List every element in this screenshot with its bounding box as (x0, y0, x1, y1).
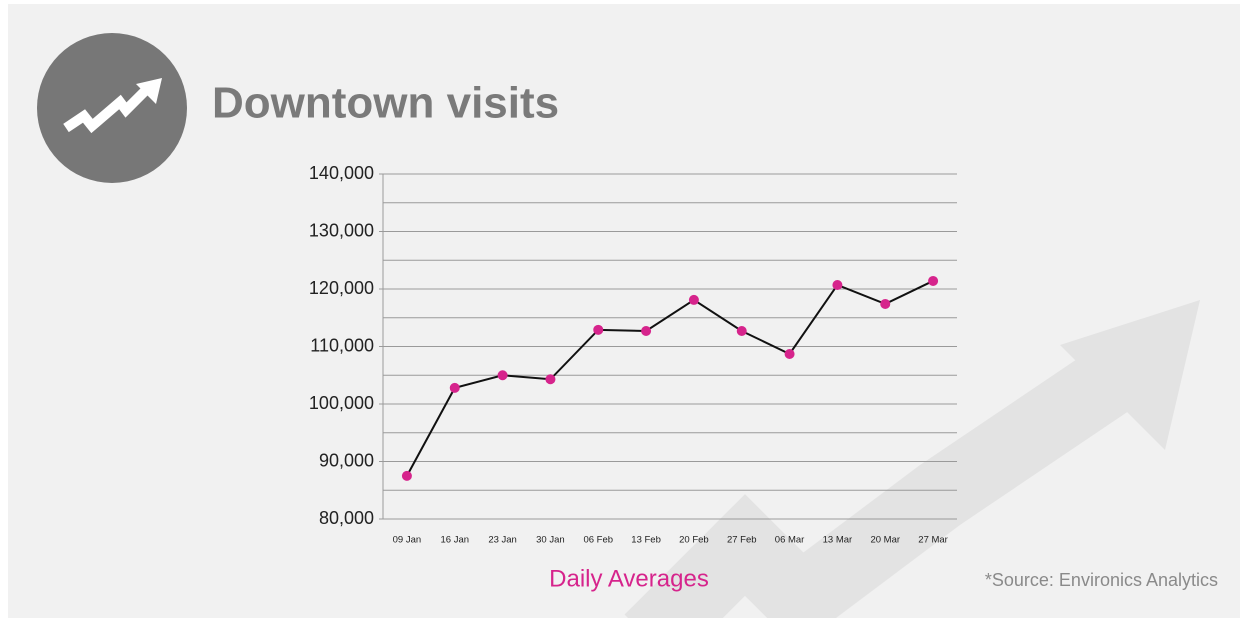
data-point (450, 383, 460, 393)
x-tick-label: 09 Jan (393, 535, 422, 546)
slide: Downtown visits Daily Averages *Source: … (0, 0, 1248, 622)
x-tick-label: 20 Mar (870, 535, 900, 546)
source-note: *Source: Environics Analytics (985, 570, 1218, 590)
x-tick-label: 06 Feb (583, 535, 613, 546)
x-tick-label: 27 Mar (918, 535, 948, 546)
data-point (832, 280, 842, 290)
y-tick-label: 130,000 (309, 220, 374, 240)
x-tick-label: 20 Feb (679, 535, 709, 546)
x-tick-label: 13 Mar (823, 535, 853, 546)
y-tick-label: 140,000 (309, 163, 374, 183)
y-tick-label: 90,000 (319, 450, 374, 470)
x-axis-label: Daily Averages (549, 565, 709, 592)
data-point (593, 325, 603, 335)
data-point (928, 276, 938, 286)
data-point (689, 295, 699, 305)
y-tick-label: 100,000 (309, 393, 374, 413)
x-tick-label: 13 Feb (631, 535, 661, 546)
x-tick-label: 23 Jan (488, 535, 517, 546)
x-tick-label: 27 Feb (727, 535, 757, 546)
x-tick-label: 16 Jan (440, 535, 469, 546)
data-point (498, 370, 508, 380)
x-tick-label: 06 Mar (775, 535, 805, 546)
bottom-edge (8, 618, 1240, 622)
data-point (641, 326, 651, 336)
y-tick-label: 110,000 (310, 335, 374, 355)
data-point (785, 349, 795, 359)
data-point (880, 299, 890, 309)
data-point (545, 374, 555, 384)
y-tick-label: 80,000 (319, 508, 374, 528)
background (8, 4, 1240, 618)
chart-title: Downtown visits (212, 79, 559, 128)
data-point (737, 326, 747, 336)
y-tick-label: 120,000 (309, 278, 374, 298)
data-point (402, 471, 412, 481)
x-tick-label: 30 Jan (536, 535, 565, 546)
